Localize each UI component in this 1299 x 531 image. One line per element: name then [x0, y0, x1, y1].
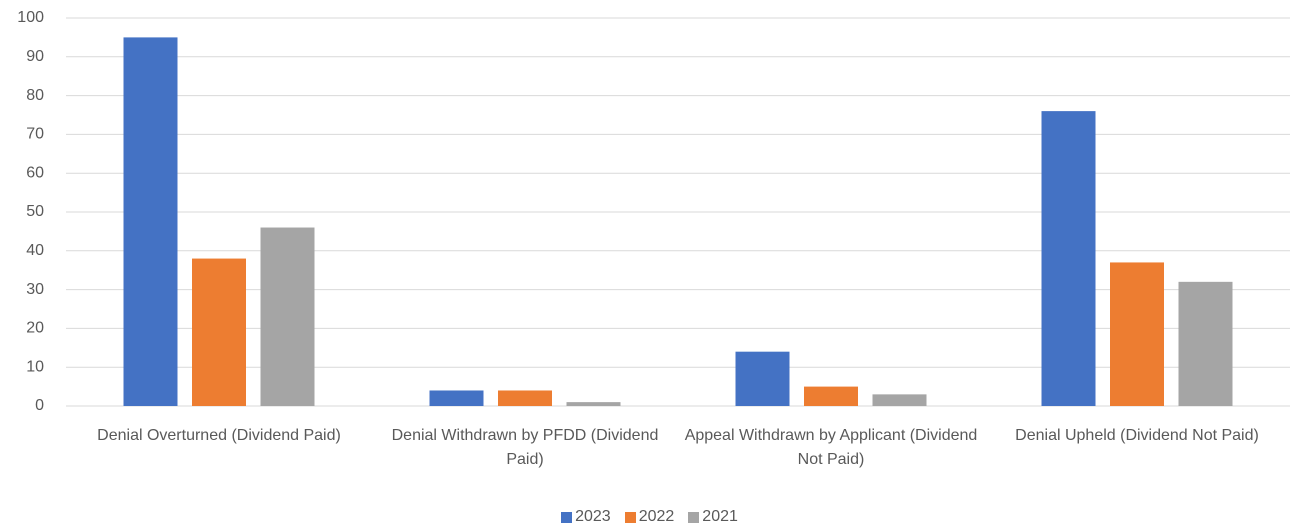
y-tick-label: 100: [17, 9, 44, 26]
legend-item: 2023: [561, 508, 611, 526]
y-tick-label: 10: [26, 358, 44, 375]
bar: [498, 390, 552, 406]
bar: [260, 227, 315, 406]
y-tick-label: 20: [26, 320, 44, 337]
bar: [192, 258, 246, 406]
x-tick-label: Denial Upheld (Dividend Not Paid): [1015, 427, 1259, 444]
bar: [566, 402, 621, 406]
legend-swatch: [688, 511, 700, 523]
legend-item: 2021: [688, 508, 738, 526]
y-tick-label: 50: [26, 203, 44, 220]
legend-item: 2022: [624, 508, 675, 526]
bar: [1110, 262, 1164, 406]
y-tick-label: 40: [26, 242, 44, 259]
bar: [429, 390, 484, 406]
x-tick-label: Appeal Withdrawn by Applicant (Dividend …: [684, 427, 978, 468]
x-tick-label: Denial Withdrawn by PFDD (Dividend Paid): [391, 427, 659, 468]
y-tick-label: 80: [26, 87, 44, 104]
legend-label: 2022: [638, 508, 675, 525]
bar: [872, 394, 927, 406]
legend-swatch: [561, 511, 573, 523]
bar: [123, 37, 178, 407]
y-tick-label: 30: [26, 281, 44, 298]
legend-label: 2023: [575, 508, 611, 525]
x-tick-label: Denial Overturned (Dividend Paid): [97, 427, 341, 444]
legend: 2023 2022 2021: [0, 508, 1299, 526]
y-tick-label: 90: [26, 48, 44, 65]
legend-label: 2021: [702, 508, 738, 525]
bar: [1041, 111, 1096, 407]
bar: [804, 386, 858, 406]
bar: [1178, 281, 1233, 406]
y-tick-label: 0: [35, 397, 44, 414]
bar: [735, 351, 790, 406]
legend-swatch: [624, 511, 636, 523]
y-tick-label: 70: [26, 126, 44, 143]
y-tick-label: 60: [26, 164, 44, 181]
